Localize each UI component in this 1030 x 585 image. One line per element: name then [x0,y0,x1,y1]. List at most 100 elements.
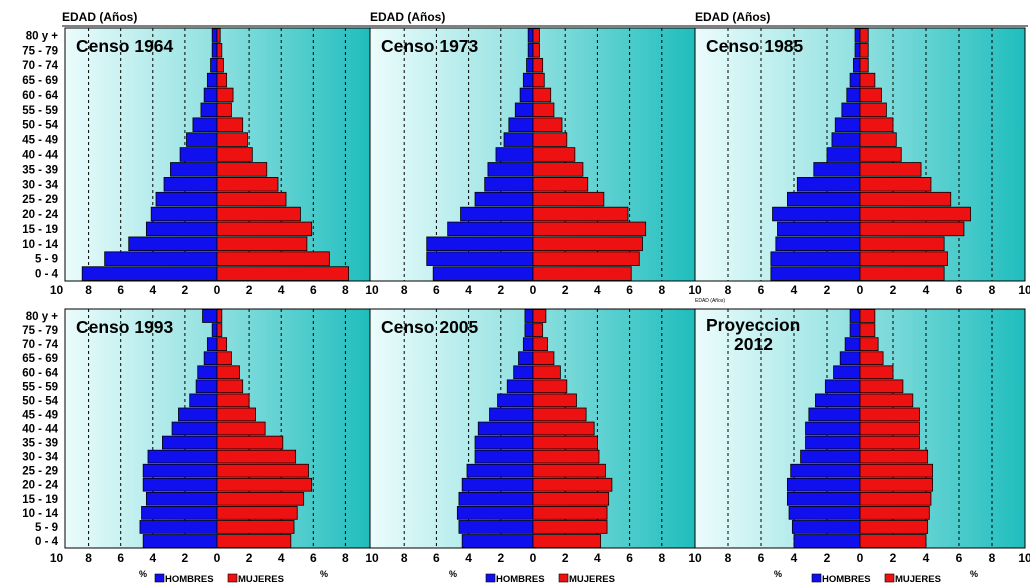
female-bar [859,323,876,337]
female-bar [216,266,350,281]
age-label: 25 - 29 [22,194,58,206]
male-bar [527,28,534,43]
male-bar [163,177,218,192]
female-bar [216,449,297,464]
x-tick-label: 10 [688,283,702,297]
male-bar [210,57,218,73]
female-bar [532,177,589,192]
male-bar [155,191,218,207]
female-bar [532,132,568,147]
female-bar [859,534,927,548]
legend-label: HOMBRES [165,574,214,585]
female-bar [216,421,266,436]
x-tick-label: 4 [149,283,156,297]
x-tick-label: 10 [365,551,379,565]
female-bar [859,309,876,323]
x-tick-label: 10 [1018,551,1030,565]
male-bar [211,323,218,337]
age-label: 40 - 44 [22,424,58,436]
female-bar [859,177,932,192]
male-bar [202,309,218,323]
age-label: 40 - 44 [22,150,58,162]
female-bar [216,463,309,478]
x-tick-label: 4 [791,283,798,297]
x-tick-label: 4 [923,283,930,297]
female-bar [532,102,555,118]
male-bar [461,477,534,492]
male-bar [849,309,861,323]
male-bar [854,43,861,58]
female-bar [859,57,869,73]
male-bar [849,72,861,88]
x-tick-label: 10 [1018,283,1030,297]
female-bar [216,365,240,380]
x-tick-label: 6 [758,551,765,565]
x-tick-label: 8 [401,551,408,565]
male-bar [477,421,534,436]
male-bar [179,147,218,162]
x-tick-label: 0 [530,283,537,297]
male-bar [772,206,861,222]
male-bar [524,309,534,323]
male-bar [170,162,218,177]
male-bar [824,379,861,394]
male-bar [171,421,218,436]
x-tick-label: 4 [278,551,285,565]
x-tick-label: 8 [658,283,665,297]
male-bar [503,132,534,147]
female-bar [216,407,256,422]
x-tick-label: 2 [562,283,569,297]
x-tick-label: 8 [989,283,996,297]
x-tick-label: 8 [342,551,349,565]
female-bar [216,147,253,162]
female-bar [532,407,587,422]
age-label: 0 - 4 [35,269,59,281]
male-bar [474,435,534,450]
x-tick-label: 4 [465,283,472,297]
female-bar [216,251,330,266]
x-tick-label: 2 [824,283,831,297]
male-bar [206,72,218,88]
female-bar [216,117,244,132]
male-bar [447,221,534,237]
female-bar [532,351,555,366]
x-tick-label: 6 [433,551,440,565]
x-tick-label: 8 [725,283,732,297]
male-bar [527,43,534,58]
male-bar [508,117,534,132]
female-bar [859,43,869,58]
age-label: 45 - 49 [22,135,58,147]
x-tick-label: 6 [626,283,633,297]
age-label: 15 - 19 [22,494,58,506]
male-bar [145,491,218,506]
age-axis-header: EDAD (Años) [62,10,137,24]
male-bar [518,351,534,366]
male-bar [805,435,861,450]
female-bar [859,236,945,252]
age-label: 65 - 69 [22,75,58,87]
x-tick-label: 6 [758,283,765,297]
male-bar [128,236,218,252]
female-bar [859,520,929,534]
male-bar [426,236,534,252]
male-bar [791,520,861,534]
panel-title: Censo 1993 [76,317,174,337]
pyramid-panel: Censo 2005 [369,308,696,549]
male-bar [139,520,218,534]
pyramid-panel: Censo 1993 [64,308,371,549]
female-bar [216,337,228,351]
x-tick-label: 4 [594,551,601,565]
male-bar [846,87,861,103]
male-bar [787,191,861,207]
age-label: 50 - 54 [22,395,58,407]
female-bar [859,506,930,520]
percent-label: % [139,569,147,579]
x-tick-label: 4 [791,551,798,565]
x-tick-label: 2 [497,551,504,565]
x-tick-label: 4 [149,551,156,565]
female-bar [859,337,879,351]
female-bar [859,191,952,207]
legend-label: HOMBRES [496,574,545,585]
male-bar [497,393,534,408]
age-label: 25 - 29 [22,466,58,478]
